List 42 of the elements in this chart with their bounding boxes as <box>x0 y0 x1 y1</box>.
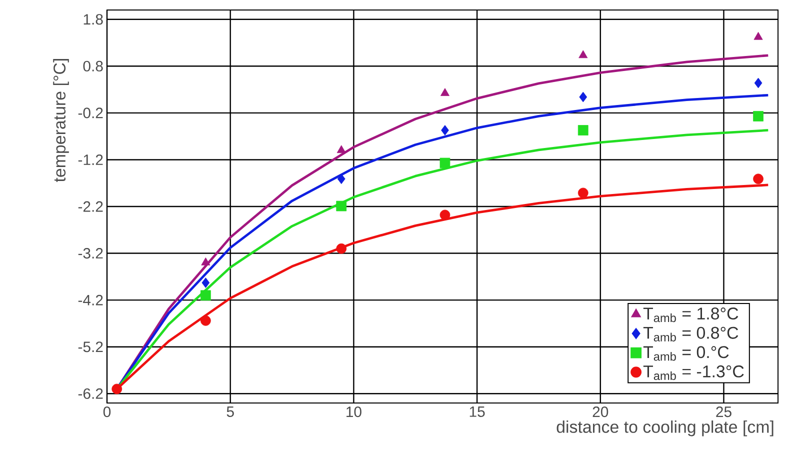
x-axis-title: distance to cooling plate [cm] <box>556 420 774 436</box>
point <box>200 315 211 326</box>
x-tick-label: 25 <box>716 406 732 418</box>
x-tick-label: 0 <box>103 406 111 418</box>
point <box>754 32 763 40</box>
point <box>202 278 210 288</box>
x-tick-label: 5 <box>226 406 234 417</box>
y-tick-label: -6.2 <box>78 388 103 399</box>
point <box>440 158 450 168</box>
point <box>753 111 764 122</box>
point <box>754 78 762 88</box>
point <box>336 200 347 212</box>
y-tick-label: 0.8 <box>83 60 103 72</box>
y-tick-label: -3.2 <box>78 248 103 259</box>
y-tick-label: -5.2 <box>78 342 103 352</box>
point <box>441 125 449 136</box>
point <box>440 88 450 96</box>
y-axis-title: temperature [°C] <box>53 59 69 182</box>
legend-label: T$_{amb}$ = 0.8°C <box>643 326 738 342</box>
point <box>200 290 211 301</box>
legend-label: T$_{amb}$ = -1.3°C <box>643 365 744 380</box>
x-tick-label: 20 <box>592 406 608 418</box>
x-tick-label: 15 <box>470 406 485 417</box>
y-tick-label: -0.2 <box>78 108 103 118</box>
point <box>578 50 588 58</box>
y-tick-label: -1.2 <box>78 154 103 165</box>
legend-label: T$_{amb}$ = 1.8°C <box>643 308 738 322</box>
point <box>440 210 450 220</box>
point <box>201 257 210 266</box>
point <box>579 92 588 102</box>
y-tick-label: 1.8 <box>84 14 103 25</box>
point <box>336 145 346 154</box>
point <box>578 125 588 136</box>
point <box>578 188 588 198</box>
point <box>112 384 122 394</box>
point <box>336 243 347 254</box>
y-tick-label: -4.2 <box>78 294 103 306</box>
point <box>337 174 346 184</box>
y-tick-label: -2.2 <box>78 201 103 212</box>
point <box>753 174 764 184</box>
x-tick-label: 10 <box>346 406 362 418</box>
legend-label: T$_{amb}$ = 0.°C <box>643 346 729 361</box>
